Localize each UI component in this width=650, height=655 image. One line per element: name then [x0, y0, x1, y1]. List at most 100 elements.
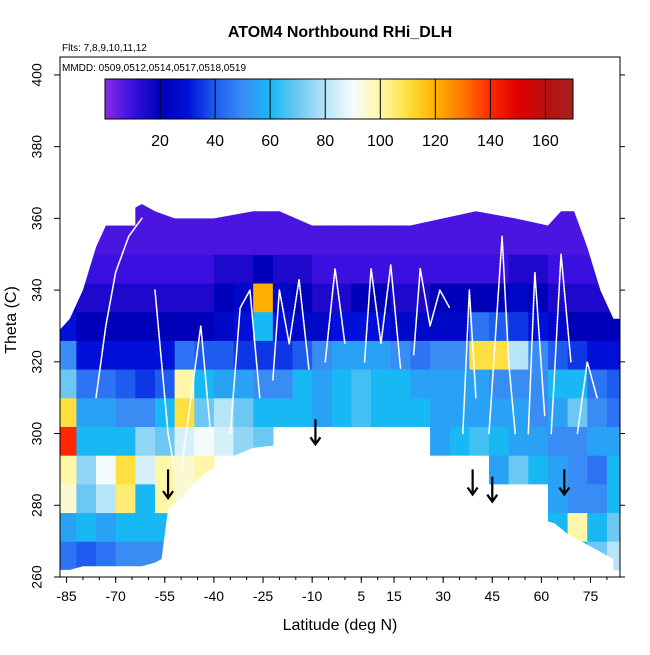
heatmap-cell: [430, 254, 451, 284]
dates-subtitle: MMDD: 0509,0512,0514,0517,0518,0519: [62, 63, 246, 74]
heatmap-cell: [194, 311, 215, 341]
heatmap-cell: [528, 426, 549, 456]
x-tick-label: 30: [435, 588, 451, 604]
heatmap-cell: [547, 369, 569, 399]
heatmap-cell: [587, 397, 608, 427]
heatmap-cell: [547, 397, 569, 427]
heatmap-cell: [312, 311, 333, 341]
y-tick-label: 340: [29, 278, 45, 302]
heatmap-cell: [528, 254, 549, 284]
colorbar-ticks: 20 40 60 80 100 120 140 160: [151, 79, 559, 150]
heatmap-cell: [154, 282, 176, 313]
heatmap-cell: [174, 282, 195, 313]
heatmap-cell: [233, 426, 254, 456]
colorbar-gradient: [104, 78, 574, 120]
heatmap-cell: [233, 254, 254, 284]
heatmap-cell: [154, 455, 176, 485]
arrow-head: [486, 494, 499, 504]
heatmap-cell: [351, 311, 372, 341]
heatmap-cell: [60, 340, 77, 370]
heatmap-cell: [96, 541, 117, 571]
heatmap-cell: [508, 254, 529, 284]
heatmap-cell: [233, 340, 254, 370]
heatmap-cell: [547, 455, 569, 485]
heatmap-cell: [233, 369, 254, 399]
y-tick-label: 360: [29, 206, 45, 230]
heatmap-cell: [410, 282, 431, 313]
aircraft-track: [550, 253, 572, 435]
heatmap-cell: [371, 225, 392, 255]
heatmap-cell: [213, 340, 235, 370]
heatmap-cell: [174, 455, 195, 485]
heatmap-cell: [469, 282, 490, 313]
heatmap-cell: [135, 483, 156, 514]
heatmap-cell: [489, 311, 510, 341]
heatmap-cell: [76, 340, 97, 370]
heatmap-cell: [469, 397, 490, 427]
heatmap-cell: [528, 282, 549, 313]
heatmap-cell: [371, 340, 392, 370]
heatmap-cell: [606, 369, 620, 399]
aircraft-track: [272, 278, 310, 381]
x-tick-label: -55: [155, 588, 175, 604]
heatmap-cell: [253, 311, 274, 341]
heatmap-cell: [489, 340, 510, 370]
heatmap-cell: [154, 254, 176, 284]
colorbar-tick-label: 120: [422, 133, 449, 150]
heatmap-cell: [213, 311, 235, 341]
y-tick-label: 300: [29, 422, 45, 446]
x-tick-label: 45: [484, 588, 500, 604]
heatmap-cell: [272, 254, 294, 284]
y-axis-title: Theta (C): [3, 286, 20, 354]
y-tick-label: 320: [29, 350, 45, 374]
heatmap-cell: [115, 512, 136, 542]
heatmap-cell: [606, 512, 620, 542]
heatmap-cell: [371, 369, 392, 399]
colorbar-tick-label: 60: [261, 133, 279, 150]
heatmap-cell: [194, 369, 215, 399]
y-tick-label: 280: [29, 493, 45, 517]
x-tick-label: -70: [106, 588, 126, 604]
heatmap-cell: [76, 311, 97, 341]
heatmap-cell: [76, 483, 97, 514]
heatmap-cell: [410, 225, 431, 255]
heatmap-cell: [508, 369, 529, 399]
heatmap-cell: [312, 282, 333, 313]
heatmap-cell: [115, 426, 136, 456]
heatmap-cell: [587, 483, 608, 514]
heatmap-cell: [272, 397, 294, 427]
x-tick-label: -10: [302, 588, 322, 604]
heatmap-cell: [233, 282, 254, 313]
heatmap-cell: [174, 311, 195, 341]
heatmap-cell: [292, 225, 313, 255]
aircraft-track: [527, 271, 546, 435]
heatmap-cell: [331, 397, 353, 427]
heatmap-cell: [587, 369, 608, 399]
heatmap-cell: [410, 311, 431, 341]
heatmap-cell: [174, 369, 195, 399]
heatmap-cell: [253, 254, 274, 284]
heatmap-cell: [213, 369, 235, 399]
heatmap-cell: [469, 311, 490, 341]
heatmap-cell: [76, 512, 97, 542]
heatmap-cell: [508, 225, 529, 255]
surface-mask: [60, 440, 614, 577]
aircraft-track: [154, 289, 176, 471]
heatmap-cell: [547, 426, 569, 456]
heatmap-cell: [567, 254, 588, 284]
heatmap-cell: [449, 311, 470, 341]
x-tick-label: 60: [534, 588, 550, 604]
heatmap-cell: [76, 455, 97, 485]
heatmap-cell: [508, 340, 529, 370]
heatmap-cell: [135, 541, 156, 571]
heatmap-cell: [213, 225, 235, 255]
heatmap-cell: [60, 369, 77, 399]
heatmap-cell: [410, 397, 431, 427]
heatmap-cell: [213, 397, 235, 427]
heatmap-cell: [312, 254, 333, 284]
heatmap-cell: [449, 426, 470, 456]
heatmap-cell: [96, 512, 117, 542]
heatmap-cell: [390, 369, 412, 399]
x-tick-label: 5: [357, 588, 365, 604]
